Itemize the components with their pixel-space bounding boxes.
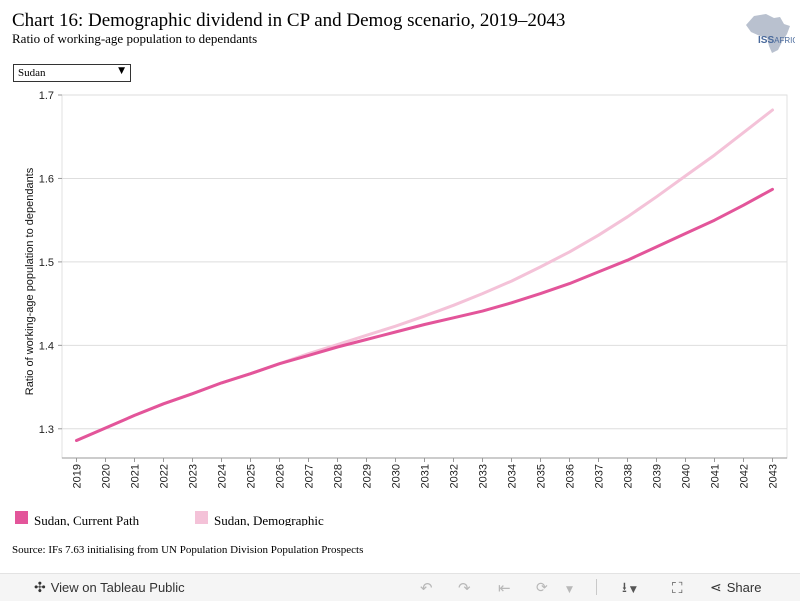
chart-subtitle: Ratio of working-age population to depen… xyxy=(12,31,258,46)
x-tick-label: 2027 xyxy=(304,464,316,488)
series-line-sudan-current-path xyxy=(75,187,774,442)
revert-icon: ⇤ xyxy=(498,579,511,597)
refresh-dropdown-button[interactable]: ▼ xyxy=(566,579,573,597)
x-tick-label: 2026 xyxy=(275,464,287,488)
legend-label-current-path: Sudan, Current Path xyxy=(34,513,140,526)
x-tick-label: 2023 xyxy=(188,464,200,488)
refresh-button[interactable]: ⟳ xyxy=(536,579,548,597)
x-tick-label: 2036 xyxy=(565,464,577,488)
tableau-icon: ✣ xyxy=(34,580,46,596)
refresh-icon: ⟳ xyxy=(536,580,548,596)
iss-africa-logo: ISSAFRICA xyxy=(746,14,795,53)
x-tick-label: 2021 xyxy=(130,464,142,488)
logo-text: ISSAFRICA xyxy=(758,35,795,46)
chevron-down-icon: ▼ xyxy=(118,66,125,76)
y-tick-label: 1.6 xyxy=(39,173,54,185)
view-on-tableau-label: View on Tableau Public xyxy=(50,580,185,595)
undo-button[interactable]: ↶ xyxy=(420,579,433,597)
y-tick-label: 1.5 xyxy=(39,257,54,269)
share-icon: ⋖ xyxy=(710,580,722,596)
x-tick-label: 2030 xyxy=(391,464,403,488)
fullscreen-icon: ⛶ xyxy=(672,579,683,597)
x-tick-label: 2020 xyxy=(101,464,113,488)
y-tick-label: 1.4 xyxy=(39,340,54,352)
country-filter-dropdown[interactable]: Sudan ▼ xyxy=(13,64,131,82)
tableau-toolbar: ✣ View on Tableau Public ↶ ↷ ⇤ ⟳ ▼ ⭳ ▼ ⛶ ⋖… xyxy=(0,573,800,601)
x-tick-label: 2042 xyxy=(739,464,751,488)
x-tick-label: 2043 xyxy=(768,464,780,488)
x-tick-label: 2033 xyxy=(478,464,490,488)
x-tick-label: 2019 xyxy=(72,464,84,488)
share-label: Share xyxy=(726,580,762,595)
legend-swatch-demographic xyxy=(195,511,208,524)
x-tick-label: 2028 xyxy=(333,464,345,488)
x-tick-label: 2031 xyxy=(420,464,432,488)
x-tick-label: 2022 xyxy=(159,464,171,488)
x-tick-label: 2035 xyxy=(536,464,548,488)
y-axis-title: Ratio of working-age population to depen… xyxy=(24,167,36,395)
view-on-tableau-button[interactable]: ✣ View on Tableau Public xyxy=(34,579,185,597)
toolbar-divider xyxy=(596,579,597,595)
chart-series xyxy=(75,108,774,442)
x-tick-label: 2034 xyxy=(507,464,519,488)
download-button[interactable]: ⭳ ▼ xyxy=(622,579,637,597)
redo-icon: ↷ xyxy=(458,579,471,597)
africa-map-shape xyxy=(746,14,790,53)
x-tick-label: 2024 xyxy=(217,464,229,488)
fullscreen-button[interactable]: ⛶ xyxy=(672,579,683,597)
country-filter-value: Sudan xyxy=(18,67,46,79)
chevron-down-icon: ▼ xyxy=(629,585,637,595)
x-tick-label: 2032 xyxy=(449,464,461,488)
x-tick-label: 2041 xyxy=(710,464,722,488)
legend-item-demographic[interactable]: Sudan, Demographic xyxy=(195,510,355,526)
chart-axes: 1.3 1.4 1.5 1.6 1.7 2019 2020 2021 2022 2023 2024 2… xyxy=(24,90,788,488)
y-tick-label: 1.7 xyxy=(39,90,54,102)
share-button[interactable]: ⋖ Share xyxy=(710,579,761,597)
legend-label-demographic: Sudan, Demographic xyxy=(214,513,324,526)
x-tick-label: 2039 xyxy=(652,464,664,488)
x-tick-label: 2040 xyxy=(681,464,693,488)
x-tick-label: 2037 xyxy=(594,464,606,488)
x-tick-label: 2029 xyxy=(362,464,374,488)
legend-swatch-current-path xyxy=(15,511,28,524)
x-tick-label: 2025 xyxy=(246,464,258,488)
x-tick-label: 2038 xyxy=(623,464,635,488)
chevron-down-icon: ▼ xyxy=(566,585,573,595)
undo-icon: ↶ xyxy=(420,579,433,597)
plot-frame xyxy=(61,94,788,459)
y-tick-label: 1.3 xyxy=(39,424,54,436)
download-icon: ⭳ xyxy=(622,580,627,596)
source-note: Source: IFs 7.63 initialising from UN Po… xyxy=(12,544,364,556)
chart-title: Chart 16: Demographic dividend in CP and… xyxy=(12,10,566,31)
redo-button[interactable]: ↷ xyxy=(458,579,471,597)
legend-item-current-path[interactable]: Sudan, Current Path xyxy=(15,510,175,526)
revert-button[interactable]: ⇤ xyxy=(498,579,511,597)
series-line-sudan-demographic xyxy=(75,108,774,442)
